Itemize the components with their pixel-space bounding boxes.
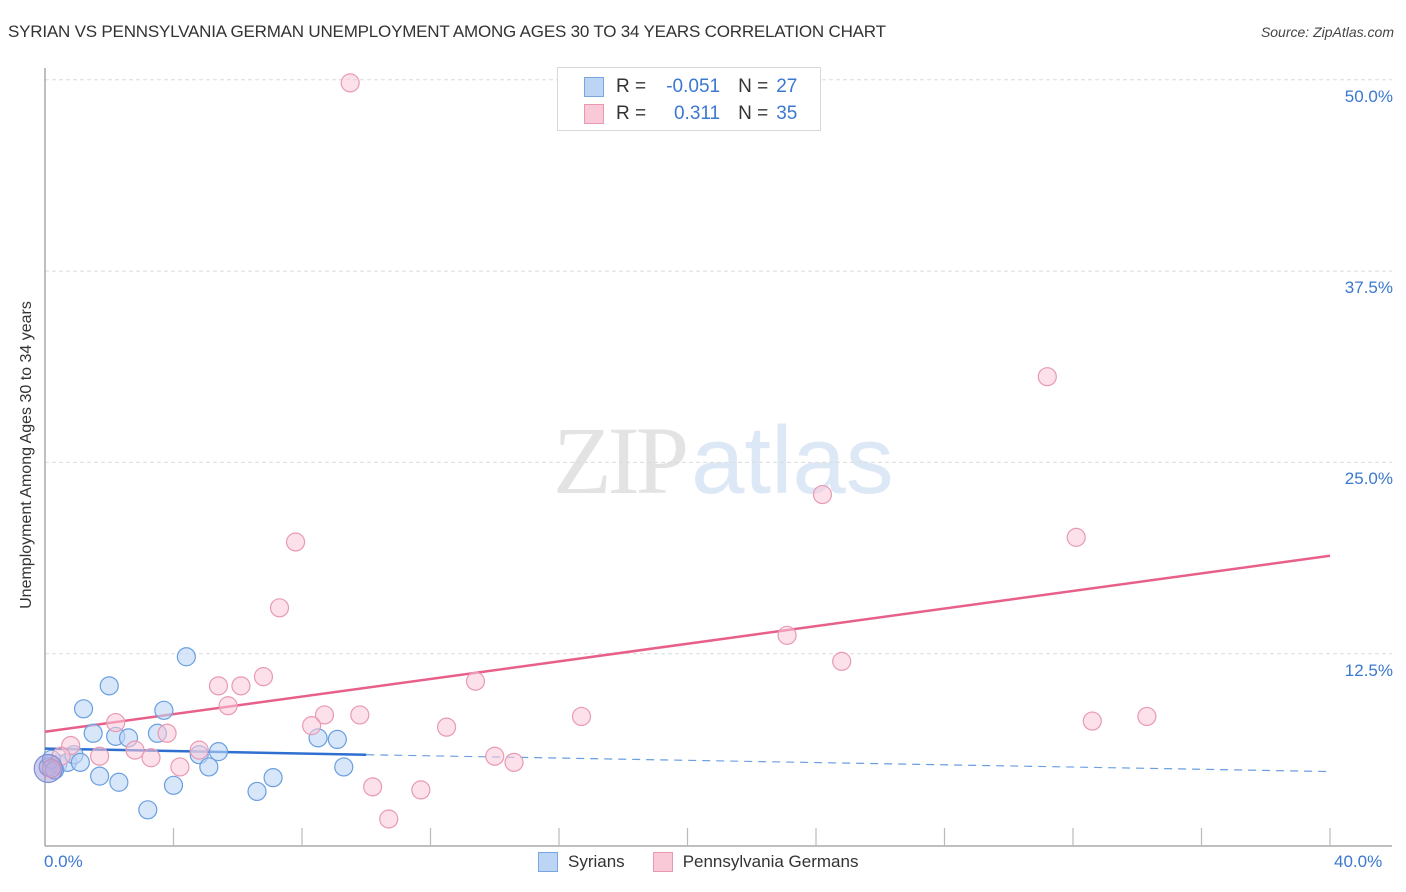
pennsylvania-german-point [465, 671, 486, 691]
pennsylvania-german-point [485, 746, 505, 766]
pennsylvania-german-point [253, 667, 274, 687]
pennsylvania-germans-swatch [652, 852, 673, 872]
syrian-point [199, 757, 219, 777]
legend-row-syrians: R = -0.051 N = 27 [584, 75, 797, 99]
x-tick-40: 40.0% [1334, 852, 1383, 871]
pennsylvania-german-point [125, 740, 145, 760]
pennsylvania-german-point [379, 809, 399, 829]
cluster-point [33, 753, 63, 784]
pennsylvania-germans-trendline [44, 554, 1331, 733]
watermark: ZIPatlas [553, 405, 894, 516]
legend-label: Pennsylvania Germans [682, 852, 859, 871]
pennsylvania-german-point [1137, 706, 1157, 727]
pennsylvania-german-point [504, 752, 524, 772]
syrians-swatch [538, 852, 558, 872]
pennsylvania-german-point [141, 748, 161, 768]
gridlines [45, 79, 1392, 655]
correlation-legend: R = -0.051 N = 27 R = 0.311 N = 35 [557, 67, 821, 131]
pennsylvania-german-point [340, 73, 360, 93]
watermark-atlas: atlas [691, 407, 894, 514]
n-label: N = [738, 76, 769, 97]
pennsylvania-german-point [1082, 711, 1102, 731]
pennsylvania-german-point [269, 598, 290, 618]
pennsylvania-german-point [106, 712, 126, 733]
trendlines [44, 554, 1331, 773]
n-label: N = [738, 103, 769, 124]
pennsylvania-german-point [189, 740, 209, 760]
syrian-point [208, 742, 229, 762]
syrian-point [176, 647, 196, 667]
syrian-point [109, 772, 129, 792]
source-label: Source: ZipAtlas.com [1260, 24, 1394, 40]
watermark-zip: ZIP [553, 407, 689, 514]
syrians-swatch [584, 77, 604, 97]
x-tick-0: 0.0% [44, 852, 83, 871]
legend-label: Syrians [568, 852, 625, 871]
pennsylvania-german-point [832, 651, 852, 671]
syrian-point [334, 757, 354, 777]
pennsylvania-german-point [285, 532, 306, 552]
pennsylvania-german-point [218, 696, 238, 716]
pennsylvania-german-point [302, 716, 322, 736]
pennsylvania-german-point [314, 705, 335, 725]
pennsylvania-german-point [90, 746, 110, 766]
series-legend: Syrians Pennsylvania Germans [538, 852, 886, 872]
syrian-point [73, 699, 94, 719]
pennsylvania-germans-swatch [584, 104, 604, 124]
points [33, 73, 1157, 829]
pennsylvania-german-point [1066, 527, 1086, 547]
pennsylvania-german-point [436, 717, 457, 737]
syrian-point [90, 766, 110, 786]
syrian-point [247, 781, 267, 802]
pennsylvania-german-point [812, 484, 833, 505]
r-value: 0.311 [673, 103, 721, 124]
syrians-trendline-extension [366, 754, 1331, 773]
y-tick-25: 25.0% [1344, 469, 1393, 488]
syrian-point [83, 723, 103, 743]
pennsylvania-german-point [777, 625, 797, 645]
pennsylvania-german-point [363, 777, 383, 797]
syrian-point [70, 752, 90, 772]
n-value: 27 [776, 76, 798, 97]
syrian-point [154, 700, 174, 720]
syrian-point [99, 676, 119, 696]
syrian-point [263, 768, 283, 788]
y-tick-50: 50.0% [1344, 87, 1393, 106]
r-label: R = [616, 103, 647, 124]
pennsylvania-german-point [411, 780, 431, 800]
pennsylvania-german-point [208, 676, 229, 696]
syrian-point [327, 729, 347, 750]
legend-item-syrians[interactable]: Syrians [538, 852, 625, 872]
r-value: -0.051 [666, 76, 721, 97]
pennsylvania-german-point [157, 723, 177, 743]
pennsylvania-german-point [1037, 367, 1057, 387]
y-tick-37-5: 37.5% [1344, 278, 1393, 297]
r-label: R = [616, 76, 647, 97]
axes [44, 68, 1392, 847]
n-value: 35 [776, 103, 798, 124]
pennsylvania-german-point [350, 705, 370, 725]
syrian-point [138, 800, 158, 820]
syrian-point [163, 775, 184, 795]
y-axis-label: Unemployment Among Ages 30 to 34 years [18, 301, 35, 609]
pennsylvania-german-point [170, 757, 190, 777]
legend-row-pennsylvania-germans: R = 0.311 N = 35 [584, 102, 797, 126]
chart-title: SYRIAN VS PENNSYLVANIA GERMAN UNEMPLOYME… [8, 22, 886, 41]
pennsylvania-german-point [231, 676, 251, 696]
pennsylvania-german-point [571, 706, 592, 727]
y-tick-12-5: 12.5% [1344, 661, 1393, 680]
legend-item-pennsylvania-germans[interactable]: Pennsylvania Germans [652, 852, 859, 872]
pennsylvania-german-point [41, 758, 62, 779]
